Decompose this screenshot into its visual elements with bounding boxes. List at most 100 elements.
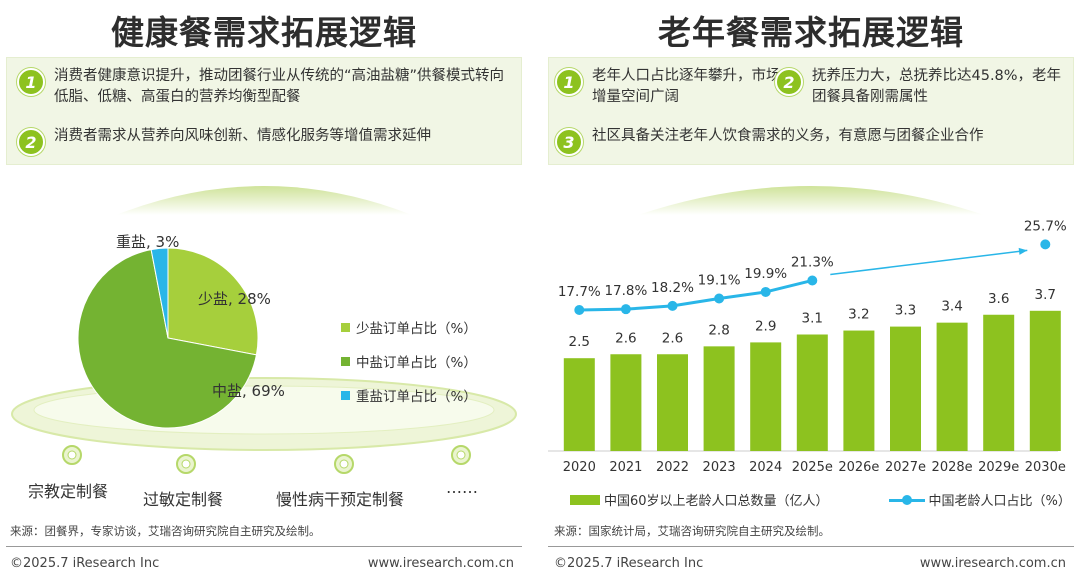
x-axis-tick-labels: 2020 2021 2022 2023 2024 2025e 2026e 2027e 2028e… [563, 460, 1066, 475]
pie-slice-high-salt [150, 247, 169, 339]
ratio-label-2030e: 25.7% [1024, 218, 1067, 234]
legend-swatch-line [888, 494, 925, 505]
left-source-note: 来源：团餐界，专家访谈，艾瑞咨询研究院自主研究及绘制。 [10, 524, 321, 538]
elderly-meal-panel: 老年餐需求拓展逻辑 1 老年人口占比逐年攀升，市场增量空间广阔 2 抚养压力大，… [548, 0, 1074, 581]
elderly-point-2: 2 抚养压力大，总抚养比达45.8%，老年团餐具备刚需属性 [775, 66, 1069, 108]
scenario-markers [62, 445, 471, 474]
scenario-chronic-disease-meal: 慢性病干预定制餐 [276, 490, 405, 509]
legend-label-line: 中国老龄人口占比（%） [928, 494, 1071, 509]
population-bars [563, 310, 1061, 451]
population-label-2022: 2.6 [662, 330, 683, 346]
x-tick-2025e: 2025e [792, 460, 833, 475]
elderly-ratio-line [574, 239, 1051, 315]
legend-label-bar: 中国60岁以上老龄人口总数量（亿人） [604, 494, 829, 509]
population-label-2030e: 3.7 [1035, 287, 1056, 303]
elderly-meal-points-box: 1 老年人口占比逐年攀升，市场增量空间广阔 2 抚养压力大，总抚养比达45.8%… [548, 57, 1074, 165]
population-bar-2026e [843, 330, 875, 451]
x-tick-2023: 2023 [703, 460, 736, 475]
legend-swatch-low-salt [341, 322, 350, 332]
ratio-projection-arrow [830, 249, 1028, 276]
right-source-note: 来源：国家统计局，艾瑞咨询研究院自主研究及绘制。 [554, 524, 830, 538]
population-bar-labels: 2.5 2.6 2.6 2.8 2.9 3.1 3.2 3.3 3.4 3.6 3.7 [569, 287, 1056, 350]
pie-slice-low-salt [167, 247, 259, 356]
ratio-projection-arrowhead [1018, 247, 1028, 255]
number-badge-1: 1 [17, 68, 45, 96]
number-badge-2: 2 [775, 68, 803, 96]
legend-label-high-salt: 重盐订单占比（%） [356, 389, 477, 405]
elderly-population-combo-chart: 2.5 2.6 2.6 2.8 2.9 3.1 3.2 3.3 3.4 3.6 3.7 2020 20… [548, 218, 1067, 475]
legend-label-mid-salt: 中盐订单占比（%） [356, 355, 477, 371]
pie-labels: 少盐, 28% 中盐, 69% 重盐, 3% [116, 233, 285, 400]
population-bar-2024 [750, 342, 782, 451]
population-label-2025e: 3.1 [802, 311, 823, 327]
population-label-2020: 2.5 [569, 334, 590, 350]
population-bar-2029e [983, 314, 1015, 451]
legend-label-low-salt: 少盐订单占比（%） [356, 321, 477, 337]
x-tick-2021: 2021 [609, 460, 642, 475]
population-bar-2027e [890, 326, 921, 451]
population-label-2023: 2.8 [708, 322, 729, 338]
pie-slices [77, 247, 259, 429]
elderly-ratio-labels: 17.7% 17.8% 18.2% 19.1% 19.9%21.3% 25.7% [558, 218, 1067, 300]
ratio-point-2021 [620, 304, 631, 315]
healthy-meal-points-box: 1 消费者健康意识提升，推动团餐行业从传统的“高油盐糖”供餐模式转向低脂、低糖、… [6, 57, 522, 165]
legend-swatch-high-salt [341, 390, 350, 400]
healthy-meal-title: 健康餐需求拓展逻辑 [111, 13, 417, 52]
population-label-2029e: 3.6 [988, 291, 1009, 307]
left-website-url: www.iresearch.com.cn [367, 556, 514, 571]
ratio-label-2023: 19.1% [698, 273, 741, 289]
ratio-label-2025e: 21.3% [791, 254, 834, 270]
healthy-point-2: 2 消费者需求从营养向风味创新、情感化服务等增值需求延伸 [17, 126, 511, 156]
left-footer-divider [6, 546, 522, 547]
legend-swatch-mid-salt [341, 356, 350, 366]
elderly-point-1: 1 老年人口占比逐年攀升，市场增量空间广阔 [555, 66, 787, 108]
x-tick-2030e: 2030e [1025, 460, 1066, 475]
ratio-label-2024: 19.9% [744, 266, 787, 282]
scenario-marker-2-dot [181, 459, 191, 469]
x-tick-2022: 2022 [656, 460, 689, 475]
left-copyright: ©2025.7 iResearch Inc [10, 556, 160, 571]
scenario-allergy-meal: 过敏定制餐 [143, 490, 224, 509]
up-arrow-decoration [638, 186, 984, 215]
population-label-2028e: 3.4 [941, 299, 962, 315]
scenario-marker-1-dot [67, 450, 77, 460]
healthy-point-1: 1 消费者健康意识提升，推动团餐行业从传统的“高油盐糖”供餐模式转向低脂、低糖、… [17, 66, 511, 108]
population-bar-2020 [563, 358, 595, 451]
scenario-ellipsis: …… [446, 478, 478, 497]
combo-chart-legend: 中国60岁以上老龄人口总数量（亿人） 中国老龄人口占比（%） [570, 490, 1071, 509]
x-tick-2020: 2020 [563, 460, 596, 475]
population-bar-2025e [796, 334, 828, 451]
population-bar-2022 [657, 354, 688, 451]
legend-item-low-salt: 少盐订单占比（%） [341, 310, 477, 344]
legend-swatch-bar [570, 494, 600, 505]
x-tick-2024: 2024 [749, 460, 782, 475]
legend-item-high-salt: 重盐订单占比（%） [341, 378, 477, 412]
population-label-2024: 2.9 [755, 318, 776, 334]
right-website-url: www.iresearch.com.cn [919, 556, 1066, 571]
pie-label-mid-salt: 中盐, 69% [212, 382, 285, 400]
ratio-point-2022 [667, 300, 678, 311]
pie-label-low-salt: 少盐, 28% [198, 290, 271, 308]
population-label-2027e: 3.3 [895, 303, 916, 319]
ratio-point-2023 [714, 293, 725, 304]
pie-label-high-salt: 重盐, 3% [116, 233, 179, 251]
ratio-point-2020 [574, 305, 585, 315]
ratio-label-2021: 17.8% [604, 283, 647, 299]
healthy-point-1-text: 消费者健康意识提升，推动团餐行业从传统的“高油盐糖”供餐模式转向低脂、低糖、高蛋… [54, 68, 505, 105]
ratio-label-2020: 17.7% [558, 284, 601, 300]
elderly-point-3: 3 社区具备关注老年人饮食需求的义务，有意愿与团餐企业合作 [555, 126, 1069, 156]
pie-slice-mid-salt [77, 249, 257, 429]
population-bar-2030e [1029, 310, 1061, 451]
ratio-point-2030e [1040, 239, 1051, 250]
x-tick-2026e: 2026e [838, 460, 879, 475]
ratio-point-2024 [760, 286, 771, 297]
elderly-point-2-text: 抚养压力大，总抚养比达45.8%，老年团餐具备刚需属性 [812, 68, 1062, 105]
healthy-point-2-text: 消费者需求从营养向风味创新、情感化服务等增值需求延伸 [54, 128, 431, 144]
salt-preference-pie-chart: 少盐, 28% 中盐, 69% 重盐, 3% [11, 233, 517, 474]
scenario-marker-4-dot [456, 450, 466, 460]
legend-item-mid-salt: 中盐订单占比（%） [341, 344, 477, 378]
elderly-point-1-text: 老年人口占比逐年攀升，市场增量空间广阔 [592, 68, 781, 105]
x-tick-2027e: 2027e [885, 460, 926, 475]
number-badge-1: 1 [555, 68, 583, 96]
number-badge-3: 3 [555, 128, 583, 156]
